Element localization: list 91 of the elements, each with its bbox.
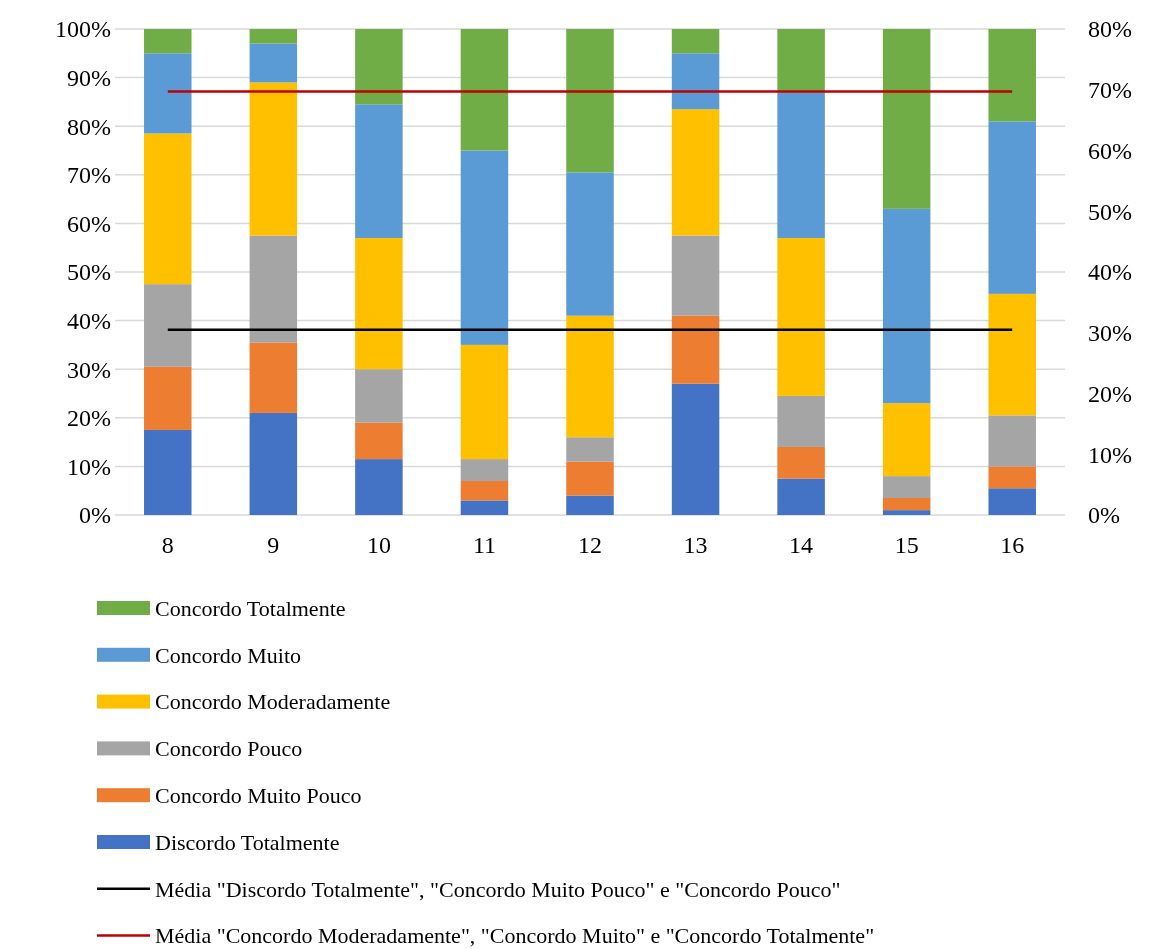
bar [249,43,298,83]
bar [671,53,720,110]
bar [671,315,720,384]
x-tick-label: 12 [578,532,602,558]
y2-tick-label: 40% [1088,259,1132,286]
bar [988,488,1036,515]
y-tick-label: 0% [79,502,111,529]
bar [882,29,931,209]
y-tick-label: 70% [67,162,111,189]
bar [144,284,192,367]
bar [671,235,720,316]
x-tick-label: 15 [894,532,919,558]
bar [988,466,1036,489]
y2-tick-label: 80% [1088,16,1132,43]
y2-tick-label: 10% [1088,441,1132,468]
bar [882,476,931,498]
legend-label: Concordo Moderadamente [155,689,391,715]
bar [566,29,614,173]
bar [355,422,403,460]
bar [144,53,192,134]
legend-label: Média "Concordo Moderadamente", "Concordo Muito" e "Concordo Totalmente" [155,923,875,949]
x-tick-label: 14 [789,532,814,558]
bar [144,429,192,515]
bar [777,446,825,479]
bar [882,497,931,511]
y2-tick-label: 30% [1088,320,1132,347]
bar [249,342,298,413]
bar [249,235,298,343]
bar [460,480,509,501]
bar [460,459,509,481]
y2-tick-label: 0% [1088,502,1120,529]
y2-tick-label: 60% [1088,137,1132,164]
bar [566,172,614,316]
y-tick-label: 50% [67,259,111,286]
bar [460,29,509,151]
bar [882,510,931,515]
bar [671,29,720,54]
bar [460,500,509,515]
bar [988,29,1036,122]
bar [777,237,825,396]
y-tick-label: 10% [67,453,111,480]
y-tick-label: 40% [67,308,111,334]
bar [882,403,931,477]
legend-label: Discordo Totalmente [155,829,340,855]
bar [144,29,192,54]
bar [144,133,192,285]
legend-label: Concordo Totalmente [155,595,346,621]
y-tick-label: 30% [67,356,111,383]
legend-label: Média "Discordo Totalmente", "Concordo Muito Pouco" e "Concordo Pouco" [155,876,841,902]
bar [460,150,509,345]
y-tick-label: 20% [67,405,111,432]
x-tick-label: 11 [472,532,496,558]
bar [777,478,825,515]
bar [777,395,825,447]
bar [249,412,298,515]
y-tick-label: 90% [67,65,111,91]
bar [460,344,509,460]
bar [249,29,298,44]
x-tick-label: 10 [366,532,391,558]
y2-tick-label: 20% [1088,380,1132,407]
bar [355,104,403,238]
bar [566,461,614,496]
bar [566,495,614,515]
bar [355,459,403,515]
legend-label: Concordo Muito [155,642,302,668]
bar [777,29,825,93]
bar [355,29,403,105]
bar [671,383,720,515]
bar [249,82,298,236]
bar [988,415,1036,467]
bar [566,315,614,438]
bar [671,109,720,236]
x-tick-label: 16 [1000,532,1025,558]
legend-label: Concordo Muito Pouco [155,782,362,808]
bar [777,92,825,238]
x-tick-label: 8 [161,532,174,558]
bar [988,293,1036,416]
x-tick-label: 9 [267,532,280,558]
y-tick-label: 80% [67,113,111,140]
legend-label: Concordo Pouco [155,736,303,762]
x-tick-label: 13 [683,532,708,558]
y-tick-label: 100% [55,16,111,43]
bar [882,208,931,404]
bar [988,121,1036,294]
y-tick-label: 60% [67,210,111,237]
bar [355,369,403,423]
bar [144,366,192,430]
bar [355,237,403,370]
bar [566,437,614,462]
y2-tick-label: 50% [1088,198,1132,225]
y2-tick-label: 70% [1088,77,1132,104]
